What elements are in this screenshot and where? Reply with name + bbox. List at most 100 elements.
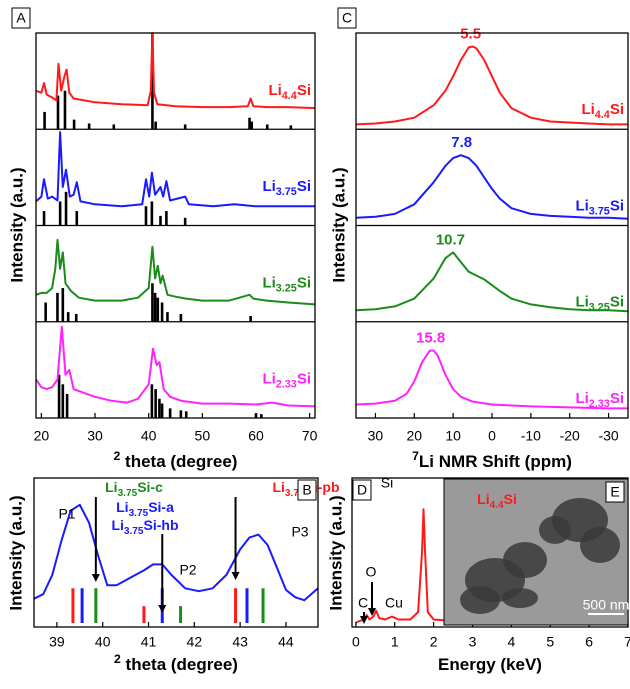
particle (460, 586, 500, 614)
panel-label-box (605, 481, 625, 503)
particle (539, 516, 571, 544)
series-label: Li3.75Si (575, 197, 624, 217)
reference-stick (42, 211, 46, 226)
reference-stick (153, 292, 157, 322)
x-tick-label: -10 (521, 428, 541, 444)
x-tick-label: 30 (87, 428, 103, 444)
reference-stick (61, 288, 65, 322)
reference-label: Li3.75Si-c (105, 479, 163, 499)
reference-stick (71, 588, 75, 623)
panel-label: A (16, 10, 26, 26)
reference-stick (250, 121, 253, 130)
x-tick-label: 39 (49, 634, 65, 650)
x-tick-label: 4 (507, 634, 515, 650)
reference-stick (56, 95, 60, 130)
reference-stick (94, 588, 98, 623)
x-tick-label: 30 (368, 428, 384, 444)
curve (355, 154, 629, 220)
x-tick-label: 42 (187, 634, 203, 650)
arrow-head (368, 608, 376, 616)
reference-stick (43, 111, 46, 130)
reference-stick (234, 588, 238, 623)
reference-stick (142, 606, 146, 623)
peak-label: Cu (385, 595, 403, 611)
reference-stick (61, 384, 65, 418)
x-tick-label: 50 (195, 428, 211, 444)
reference-stick (56, 292, 59, 322)
reference-stick (87, 123, 91, 130)
reference-stick (260, 414, 263, 418)
reference-stick (64, 191, 68, 226)
series-label: Li3.25Si (262, 274, 311, 294)
reference-stick (151, 33, 154, 130)
scale-bar-label: 500 nm (583, 597, 630, 613)
x-tick-label: 40 (141, 428, 157, 444)
curve (355, 251, 629, 313)
peak-label: P2 (179, 562, 196, 578)
x-tick-label: 70 (302, 428, 318, 444)
reference-stick (183, 217, 187, 226)
panel-label-box (352, 479, 372, 501)
x-tick-label: 40 (95, 634, 111, 650)
y-axis-label: Intensity (a.u.) (6, 495, 25, 610)
reference-stick (179, 314, 183, 322)
x-tick-label: 0 (488, 428, 496, 444)
image-label: Li4.4Si (477, 491, 517, 511)
reference-stick (168, 408, 172, 418)
reference-stick (66, 312, 70, 322)
x-tick-label: 1 (391, 634, 399, 650)
x-tick-label: 3 (469, 634, 477, 650)
panel-label-box (297, 479, 317, 501)
reference-stick (63, 90, 67, 130)
reference-label: Li3.75Si-a (116, 499, 174, 519)
reference-stick (158, 398, 161, 418)
reference-stick (289, 125, 293, 130)
x-axis-label: 2 theta (degree) (114, 449, 238, 471)
reference-stick (65, 393, 69, 418)
particle (502, 588, 538, 608)
x-axis-label: Energy (keV) (438, 655, 542, 674)
x-tick-label: -20 (560, 428, 580, 444)
reference-stick (72, 119, 76, 130)
curve (355, 349, 628, 410)
y-axis-label: Intensity (a.u.) (329, 167, 348, 282)
x-tick-label: 41 (141, 634, 157, 650)
reference-stick (265, 124, 269, 130)
x-tick-label: 44 (278, 634, 294, 650)
particle (503, 542, 547, 578)
arrow-head (231, 572, 240, 580)
reference-stick (183, 124, 187, 130)
series-label: Li3.75Si (262, 178, 311, 198)
reference-stick (156, 297, 160, 322)
panel-label: C (342, 10, 352, 26)
series-label: Li4.4Si (581, 101, 624, 121)
arrow-head (91, 574, 100, 582)
x-tick-label: 10 (445, 428, 461, 444)
reference-stick (150, 201, 154, 226)
reference-stick (144, 206, 148, 226)
reference-stick (57, 374, 61, 418)
arrow-head (158, 605, 167, 613)
reference-stick (154, 389, 157, 418)
peak-label: 7.8 (451, 134, 472, 151)
reference-stick (75, 211, 79, 226)
reference-stick (58, 201, 62, 226)
y-axis-label: Intensity (a.u.) (7, 167, 26, 282)
curve (35, 238, 316, 306)
curve (33, 503, 319, 602)
series-label: Li4.4Si (268, 82, 311, 102)
particle (580, 527, 620, 563)
reference-stick (184, 411, 188, 418)
panel-label-box (337, 7, 357, 29)
curve (35, 131, 315, 208)
reference-stick (179, 606, 183, 623)
arrow-head (360, 616, 368, 624)
reference-stick (150, 384, 154, 418)
reference-stick (179, 410, 183, 418)
panel-label: E (610, 484, 619, 500)
peak-label: Si (381, 475, 393, 491)
x-tick-label: -30 (598, 428, 618, 444)
curve (355, 45, 628, 126)
x-axis-label: 2 theta (degree) (114, 652, 238, 674)
